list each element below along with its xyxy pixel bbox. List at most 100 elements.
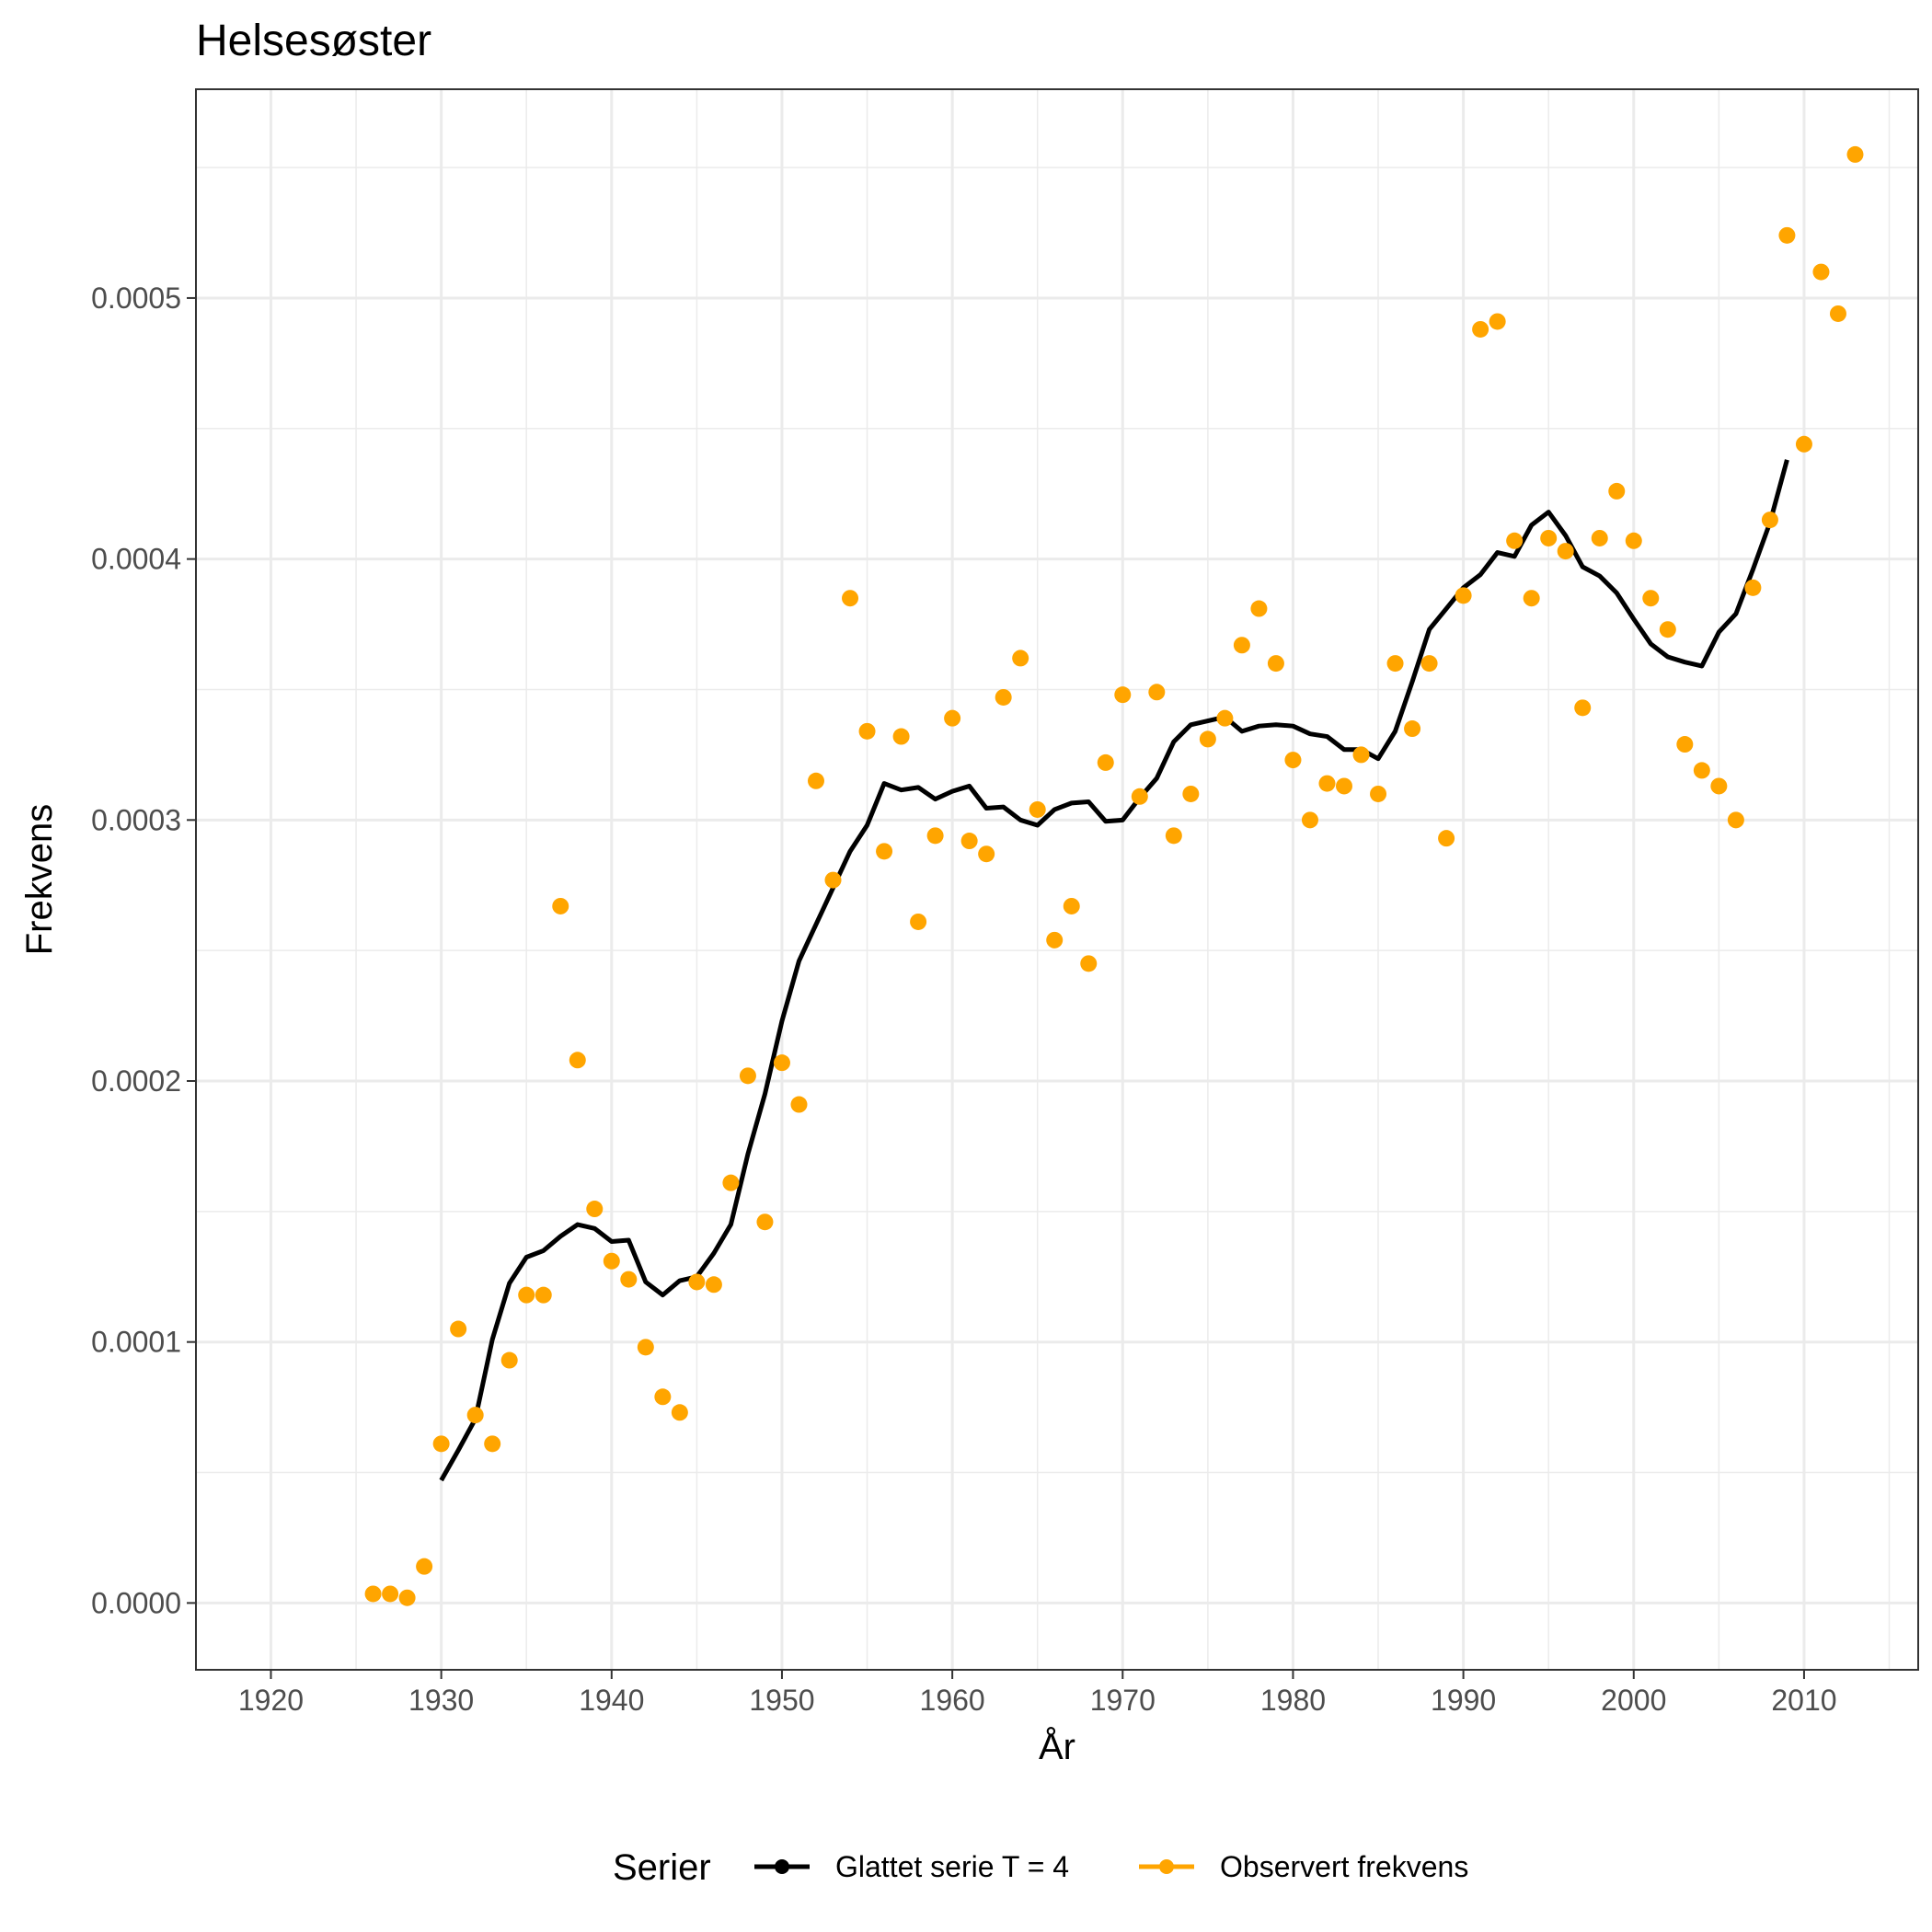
observed-point (1318, 775, 1336, 792)
observed-point (978, 845, 995, 863)
y-tick-label: 0.0005 (91, 282, 181, 315)
legend-key-dot-observed (1159, 1859, 1174, 1874)
observed-point (1301, 811, 1318, 829)
observed-point (1710, 777, 1728, 795)
x-tick-label: 1980 (1260, 1684, 1326, 1717)
observed-point (484, 1435, 501, 1453)
observed-point (1046, 931, 1064, 949)
observed-point (910, 913, 927, 930)
observed-point (1574, 699, 1592, 717)
observed-point (1778, 226, 1796, 244)
observed-point (995, 688, 1012, 706)
x-tick-label: 2000 (1601, 1684, 1666, 1717)
panel-border (195, 88, 1919, 1671)
observed-point (858, 722, 876, 740)
observed-point (637, 1339, 654, 1356)
observed-point (944, 709, 961, 727)
x-tick-label: 1920 (238, 1684, 304, 1717)
observed-point (1131, 788, 1148, 805)
observed-point (1591, 529, 1608, 546)
observed-point (705, 1276, 722, 1294)
observed-point (1386, 655, 1404, 673)
observed-point (1182, 785, 1200, 802)
y-tick-label: 0.0000 (91, 1586, 181, 1619)
legend-key-dot-smoothed (775, 1859, 789, 1874)
observed-point (756, 1213, 774, 1231)
x-tick-label: 1960 (920, 1684, 985, 1717)
observed-point (1795, 435, 1812, 453)
x-tick-label: 1970 (1090, 1684, 1156, 1717)
observed-point (722, 1174, 740, 1191)
observed-point (1063, 897, 1080, 914)
observed-point (671, 1404, 688, 1421)
observed-point (1540, 529, 1558, 546)
smoothed-series (439, 459, 1789, 1482)
observed-point (1370, 785, 1387, 802)
observed-point (620, 1271, 638, 1288)
observed-point (790, 1096, 808, 1113)
observed-point (1284, 752, 1302, 769)
observed-point (1642, 590, 1660, 607)
observed-point (1336, 777, 1352, 795)
observed-point (1489, 313, 1506, 330)
observed-point (1080, 955, 1098, 972)
observed-point (1233, 637, 1250, 654)
observed-point (1199, 730, 1216, 748)
legend-title: Serier (613, 1847, 711, 1888)
x-tick-label: 1940 (579, 1684, 644, 1717)
observed-point (1216, 709, 1234, 727)
observed-point (1812, 263, 1830, 281)
observed-point (842, 590, 859, 607)
observed-point (654, 1388, 672, 1406)
observed-point (1148, 684, 1166, 701)
observed-point (1608, 482, 1626, 500)
x-tick-label: 2010 (1771, 1684, 1836, 1717)
observed-point (535, 1286, 552, 1304)
observed-point (1029, 800, 1046, 818)
observed-point (552, 897, 569, 914)
x-axis: 1920 1930 1940 1950 1960 1970 1980 1990 2000 2010 (238, 1670, 1837, 1717)
smoothed-series-line (439, 459, 1789, 1482)
observed-point (824, 871, 842, 889)
legend: Serier Glattet serie T = 4 Observert fre… (613, 1847, 1468, 1888)
x-tick-label: 1990 (1431, 1684, 1496, 1717)
major-gridlines (196, 89, 1918, 1670)
observed-point (1114, 686, 1132, 704)
observed-point (432, 1435, 450, 1453)
observed-point (1506, 532, 1524, 549)
observed-point (1557, 543, 1574, 560)
observed-point (416, 1558, 433, 1575)
observed-point (960, 833, 978, 850)
observed-point (1097, 753, 1114, 771)
observed-point (1829, 305, 1846, 322)
observed-point (876, 843, 893, 860)
legend-label-observed: Observert frekvens (1220, 1850, 1468, 1883)
observed-point (398, 1589, 416, 1606)
y-tick-label: 0.0001 (91, 1326, 181, 1359)
observed-point (1455, 587, 1472, 604)
observed-point (450, 1320, 467, 1338)
y-tick-label: 0.0004 (91, 543, 181, 576)
x-axis-title: År (1039, 1726, 1075, 1767)
observed-point (1472, 320, 1489, 338)
observed-point (1625, 532, 1642, 549)
y-axis: 0.0000 0.0001 0.0002 0.0003 0.0004 0.0005 (91, 282, 196, 1619)
observed-point (1438, 830, 1455, 847)
observed-point (569, 1052, 586, 1069)
observed-point (739, 1067, 756, 1085)
y-tick-label: 0.0002 (91, 1064, 181, 1098)
observed-point (773, 1054, 790, 1072)
observed-point (1404, 720, 1421, 738)
observed-point (1727, 811, 1744, 829)
observed-point (1693, 762, 1710, 779)
observed-point (603, 1252, 620, 1270)
observed-point (364, 1585, 382, 1603)
x-tick-label: 1930 (408, 1684, 474, 1717)
observed-point (1761, 512, 1778, 529)
observed-point (518, 1286, 535, 1304)
legend-entry-observed: Observert frekvens (1139, 1850, 1468, 1883)
observed-point (1250, 600, 1268, 617)
chart-title: Helsesøster (196, 17, 431, 65)
observed-point (892, 728, 910, 745)
y-tick-label: 0.0003 (91, 803, 181, 836)
